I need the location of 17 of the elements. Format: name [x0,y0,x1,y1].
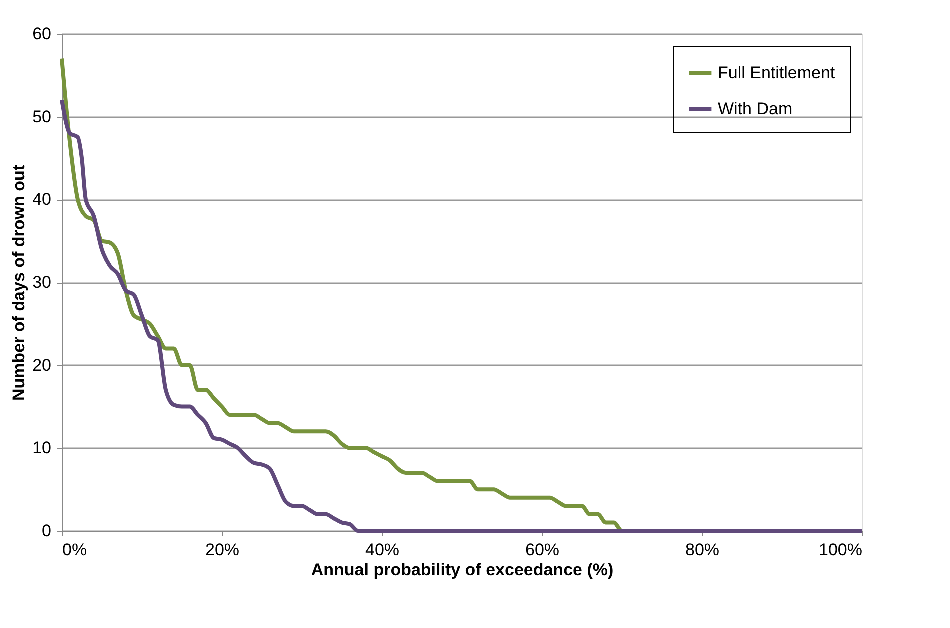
y-tick-label: 0 [42,522,52,540]
x-axis-title: Annual probability of exceedance (%) [311,560,614,580]
y-tick-label: 40 [32,190,52,210]
x-tick-label: 20% [205,540,240,560]
legend-label: With Dam [718,100,793,118]
y-tick-label: 50 [32,107,52,126]
y-tick-label: 30 [32,273,52,292]
x-tick-label: 40% [365,540,400,560]
x-tick-label: 100% [819,540,862,560]
y-axis-title: Number of days of drown out [10,164,29,402]
y-tick-label: 60 [32,24,52,44]
y-tick-label: 10 [32,438,52,458]
x-tick-label: 80% [685,540,720,560]
x-tick-label: 60% [525,540,560,560]
y-tick-label: 20 [32,356,52,375]
x-tick-label: 0% [62,540,88,560]
legend-label: Full Entitlement [718,64,836,82]
